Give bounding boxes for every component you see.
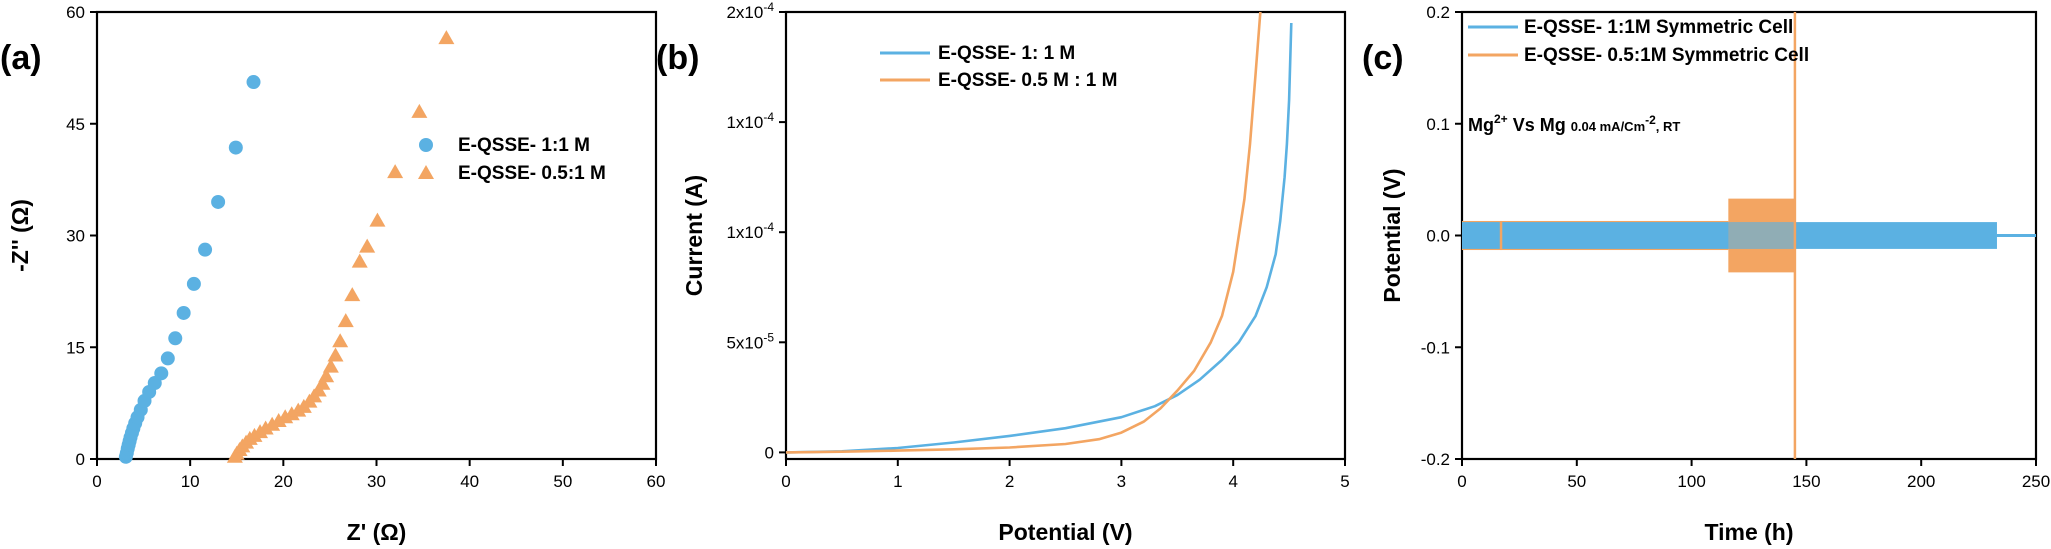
data-point-orange-triangle — [327, 347, 344, 362]
x-axis-title: Time (h) — [1704, 519, 1793, 545]
x-tick-label: 200 — [1907, 472, 1935, 491]
legend-marker-orange — [418, 165, 434, 179]
x-tick-label: 20 — [274, 472, 293, 491]
legend-label-orange: E-QSSE- 0.5:1M Symmetric Cell — [1524, 45, 1809, 66]
x-tick-label: 2 — [1005, 472, 1014, 491]
series-line-blue — [786, 22, 1293, 454]
y-tick-label: 2x10-4 — [726, 0, 774, 22]
data-point-orange-triangle — [387, 164, 404, 179]
x-tick-label: 40 — [460, 472, 479, 491]
x-tick-label: 100 — [1677, 472, 1705, 491]
y-tick-label: 60 — [66, 3, 85, 22]
data-point-orange-triangle — [369, 212, 386, 227]
x-tick-label: 10 — [181, 472, 200, 491]
x-tick-label: 1 — [893, 472, 902, 491]
data-point-orange-triangle — [337, 313, 354, 328]
conditions-annotation: Mg2+ Vs Mg 0.04 mA/Cm-2, RT — [1468, 112, 1680, 135]
plot-frame — [95, 10, 658, 461]
y-tick-label: 5x10-5 — [726, 330, 774, 352]
x-tick-label: 0 — [92, 472, 101, 491]
panel-c-chart: 0 50 100 150 200 250 -0.2 -0.1 0.0 0.1 0.2 (c) Time … — [1362, 3, 2050, 545]
legend-label-blue: E-QSSE- 1: 1 M — [938, 43, 1075, 64]
y-axis-title: Potential (V) — [1379, 168, 1405, 302]
data-point-orange-triangle — [264, 416, 281, 431]
x-tick-label: 30 — [367, 472, 386, 491]
y-tick-label: 1x10-4 — [726, 220, 774, 242]
x-tick-label: 150 — [1792, 472, 1820, 491]
legend-label-blue: E-QSSE- 1:1M Symmetric Cell — [1524, 17, 1793, 38]
orange-burst-overlay — [1728, 222, 1795, 249]
data-point-blue-circle — [160, 351, 175, 366]
y-tick-label: 30 — [66, 227, 85, 246]
y-tick-label: 0 — [76, 450, 85, 469]
x-axis-title: Z' (Ω) — [347, 519, 407, 545]
data-point-orange-triangle — [257, 420, 274, 435]
data-point-orange-triangle — [332, 333, 349, 348]
y-axis-title: -Z'' (Ω) — [7, 199, 33, 272]
data-point-blue-circle — [176, 305, 191, 320]
y-tick-label: 0.0 — [1426, 227, 1450, 246]
y-tick-label: -0.2 — [1421, 450, 1450, 469]
data-point-orange-triangle — [411, 103, 428, 118]
legend-label-blue: E-QSSE- 1:1 M — [458, 135, 590, 156]
legend-label-orange: E-QSSE- 0.5:1 M — [458, 163, 606, 184]
data-point-orange-triangle — [359, 238, 376, 253]
panel-b-chart: 0 1 2 3 4 5 0 5x10-5 1x10-4 1x10-4 2x10-4 (b) Potent… — [656, 0, 1350, 545]
y-tick-label: 0 — [765, 443, 774, 462]
data-point-orange-triangle — [344, 287, 361, 302]
data-point-blue-circle — [168, 331, 183, 346]
x-tick-label: 50 — [553, 472, 572, 491]
data-point-blue-circle — [228, 140, 243, 155]
plot-frame — [784, 10, 1347, 461]
x-axis-title: Potential (V) — [998, 519, 1132, 545]
data-point-blue-circle — [186, 276, 201, 291]
series-line-orange — [786, 12, 1262, 454]
y-tick-label: 15 — [66, 338, 85, 357]
panel-label-c: (c) — [1362, 39, 1404, 77]
x-tick-label: 3 — [1117, 472, 1126, 491]
data-point-orange-triangle — [351, 253, 368, 268]
y-tick-label: 0.1 — [1426, 115, 1450, 134]
data-point-blue-circle — [198, 242, 213, 257]
x-tick-label: 250 — [2022, 472, 2050, 491]
x-tick-label: 50 — [1567, 472, 1586, 491]
x-tick-label: 4 — [1228, 472, 1237, 491]
data-point-blue-circle — [154, 366, 169, 381]
data-point-orange-triangle — [318, 368, 335, 383]
y-tick-label: 45 — [66, 115, 85, 134]
data-point-blue-circle — [246, 75, 261, 90]
y-axis-title: Current (A) — [681, 175, 707, 296]
data-point-blue-circle — [211, 194, 226, 209]
data-point-orange-triangle — [283, 406, 300, 421]
legend-marker-blue — [419, 138, 433, 152]
legend-label-orange: E-QSSE- 0.5 M : 1 M — [938, 70, 1117, 91]
y-tick-label: 0.2 — [1426, 3, 1450, 22]
data-point-orange-triangle — [314, 375, 331, 390]
x-tick-label: 5 — [1340, 472, 1349, 491]
data-point-orange-triangle — [270, 413, 287, 428]
y-tick-label: 1x10-4 — [726, 110, 774, 132]
data-point-orange-triangle — [438, 30, 455, 45]
x-tick-label: 60 — [647, 472, 666, 491]
data-point-orange-triangle — [322, 358, 339, 373]
blue-cycling-band — [1462, 222, 1997, 249]
panel-label-b: (b) — [656, 39, 699, 77]
x-tick-label: 0 — [781, 472, 790, 491]
y-tick-label: -0.1 — [1421, 338, 1450, 357]
x-tick-label: 0 — [1457, 472, 1466, 491]
panel-a-chart: 0 10 20 30 40 50 60 0 15 30 45 60 (a) Z' (Ω) -Z'' (Ω) E… — [0, 3, 665, 545]
panel-label-a: (a) — [0, 39, 42, 77]
